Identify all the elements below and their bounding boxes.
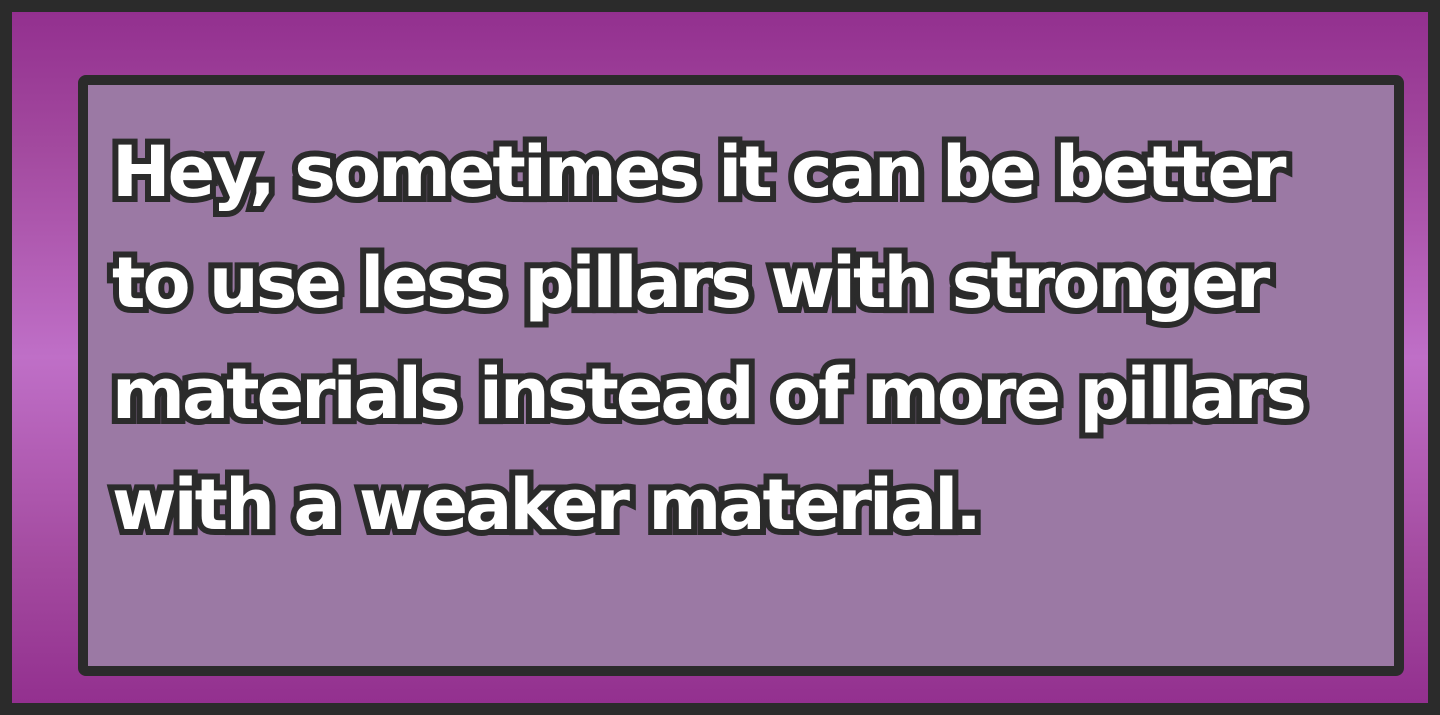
dialog-box[interactable]: Hey, sometimes it can be better to use l… xyxy=(78,75,1404,676)
dialog-text: Hey, sometimes it can be better to use l… xyxy=(106,125,1313,552)
